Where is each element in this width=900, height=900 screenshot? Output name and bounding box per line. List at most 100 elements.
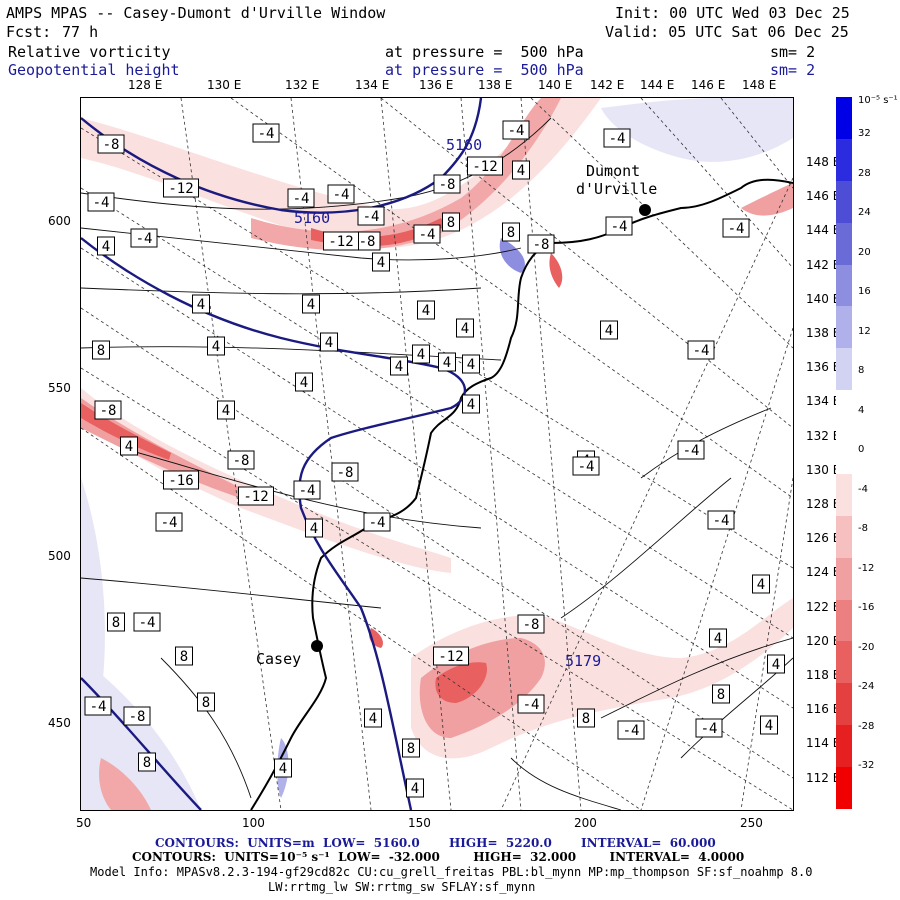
casey-station-marker bbox=[311, 640, 323, 652]
top-longitude-label: 130 E bbox=[207, 78, 242, 92]
bottom-axis-tick-label: 50 bbox=[76, 816, 92, 830]
vorticity-label-box bbox=[402, 738, 420, 758]
vorticity-label: -8 bbox=[103, 137, 120, 153]
colorbar-swatch bbox=[836, 683, 852, 726]
colorbar-swatch bbox=[836, 222, 852, 266]
left-axis-tick-label: 450 bbox=[48, 716, 71, 730]
colorbar-label: 4 bbox=[858, 404, 865, 416]
vorticity-label: -4 bbox=[693, 343, 710, 359]
vorticity-label-box bbox=[97, 134, 125, 154]
colorbar-label: 28 bbox=[858, 167, 871, 179]
vorticity-label-box bbox=[603, 128, 631, 148]
colorbar-label: 24 bbox=[858, 207, 871, 218]
vorticity-label-box bbox=[357, 206, 385, 226]
vorticity-label-box bbox=[192, 294, 210, 314]
vorticity-label: -4 bbox=[333, 187, 350, 203]
vorticity-label: -4 bbox=[713, 513, 730, 529]
vorticity-label-box bbox=[512, 160, 530, 180]
vorticity-label: -4 bbox=[293, 191, 310, 207]
vorticity-label-box bbox=[138, 752, 156, 772]
top-longitude-label: 134 E bbox=[355, 78, 390, 92]
vorticity-label-box bbox=[363, 512, 391, 532]
bottom-axis-tick-label: 150 bbox=[408, 816, 431, 830]
vorticity-contour-labels: -8 -4 -4 -12 -4 -12 4 -4 -8 -4 -4 -8 -12 -4 8 4 -4 4 8 -8 -4… bbox=[84, 120, 785, 798]
field1-level: at pressure = 500 hPa bbox=[385, 43, 584, 61]
station-label-casey: Casey bbox=[256, 650, 301, 668]
colorbar-label: 0 bbox=[858, 444, 865, 455]
vorticity-label-box bbox=[760, 715, 778, 735]
vorticity-label: 4 bbox=[307, 297, 315, 313]
top-longitude-label: 138 E bbox=[478, 78, 513, 92]
colorbar-swatch bbox=[836, 473, 852, 517]
vorticity-label-box bbox=[197, 692, 215, 712]
vorticity-label: 8 bbox=[717, 687, 725, 703]
vorticity-label-box bbox=[293, 480, 321, 500]
vorticity-label-box bbox=[287, 188, 315, 208]
height-label: 5179 bbox=[565, 652, 601, 670]
left-axis-tick-label: 500 bbox=[48, 549, 71, 563]
vorticity-label-box bbox=[605, 216, 633, 236]
colorbar-swatch bbox=[836, 432, 852, 475]
vorticity-label: 4 bbox=[772, 657, 780, 673]
vorticity-label-box bbox=[517, 694, 545, 714]
vorticity-label-box bbox=[707, 510, 735, 530]
colorbar-swatch bbox=[836, 557, 852, 601]
vorticity-label: 4 bbox=[467, 397, 475, 413]
lat-lon-grid bbox=[81, 98, 793, 810]
colorbar-swatch bbox=[836, 725, 852, 768]
vorticity-label: 4 bbox=[757, 577, 765, 593]
vorticity-label-box bbox=[323, 231, 359, 251]
vorticity-colorbar bbox=[836, 97, 852, 810]
chart-title: AMPS MPAS -- Casey-Dumont d'Urville Wind… bbox=[6, 4, 386, 22]
right-longitude-label: 128 E bbox=[806, 497, 841, 511]
vorticity-label: -12 bbox=[328, 234, 353, 250]
vorticity-label: 4 bbox=[102, 239, 110, 255]
vorticity-label: 4 bbox=[422, 303, 430, 319]
vorticity-label-box bbox=[467, 156, 503, 176]
vorticity-label: 4 bbox=[125, 439, 133, 455]
right-longitude-label: 138 E bbox=[806, 326, 841, 340]
colorbar-label: -20 bbox=[858, 641, 875, 653]
right-longitude-label: 146 E bbox=[806, 189, 841, 204]
colorbar-swatch bbox=[836, 599, 852, 642]
vorticity-label: 4 bbox=[377, 255, 385, 271]
vorticity-label: -4 bbox=[623, 723, 640, 739]
colorbar-label: -4 bbox=[858, 483, 868, 495]
right-longitude-label: 142 E bbox=[806, 257, 841, 272]
vorticity-label: 8 bbox=[447, 215, 455, 231]
vorticity-label-box bbox=[577, 708, 595, 728]
field2-smoothing: sm= 2 bbox=[770, 61, 816, 79]
vorticity-label-box bbox=[442, 212, 460, 232]
vorticity-label: -4 bbox=[299, 483, 316, 499]
colorbar-label: -8 bbox=[858, 523, 868, 534]
vorticity-label-box bbox=[372, 252, 390, 272]
vorticity-label: -8 bbox=[129, 709, 146, 725]
colorbar-swatch bbox=[836, 767, 852, 810]
vorticity-label-box bbox=[252, 123, 280, 143]
colorbar-label: -32 bbox=[858, 760, 875, 771]
vorticity-label-box bbox=[92, 340, 110, 360]
colorbar-swatch bbox=[836, 515, 852, 559]
colorbar-label: -12 bbox=[858, 562, 875, 574]
vorticity-label: 4 bbox=[517, 163, 525, 179]
vorticity-label-box bbox=[572, 456, 600, 476]
vorticity-label: -4 bbox=[523, 697, 540, 713]
vorticity-label: 4 bbox=[279, 761, 287, 777]
vorticity-label-box bbox=[331, 462, 359, 482]
vorticity-label-box bbox=[417, 300, 435, 320]
colorbar-label: 8 bbox=[858, 365, 865, 376]
right-longitude-label: 132 E bbox=[806, 428, 841, 443]
vorticity-label: 8 bbox=[582, 711, 590, 727]
vorticity-label: -4 bbox=[609, 131, 626, 147]
vorticity-label: -4 bbox=[508, 123, 525, 139]
vorticity-label: 4 bbox=[765, 718, 773, 734]
vorticity-label-box bbox=[712, 684, 730, 704]
vorticity-label: -4 bbox=[683, 443, 700, 459]
left-axis-tick-label: 600 bbox=[48, 214, 71, 228]
vorticity-label-box bbox=[107, 612, 125, 632]
colorbar-swatch bbox=[836, 641, 852, 684]
vorticity-label-box bbox=[163, 470, 199, 490]
top-longitude-label: 148 E bbox=[742, 78, 777, 92]
vorticity-label-box bbox=[94, 400, 122, 420]
vorticity-label: 4 bbox=[212, 339, 220, 355]
